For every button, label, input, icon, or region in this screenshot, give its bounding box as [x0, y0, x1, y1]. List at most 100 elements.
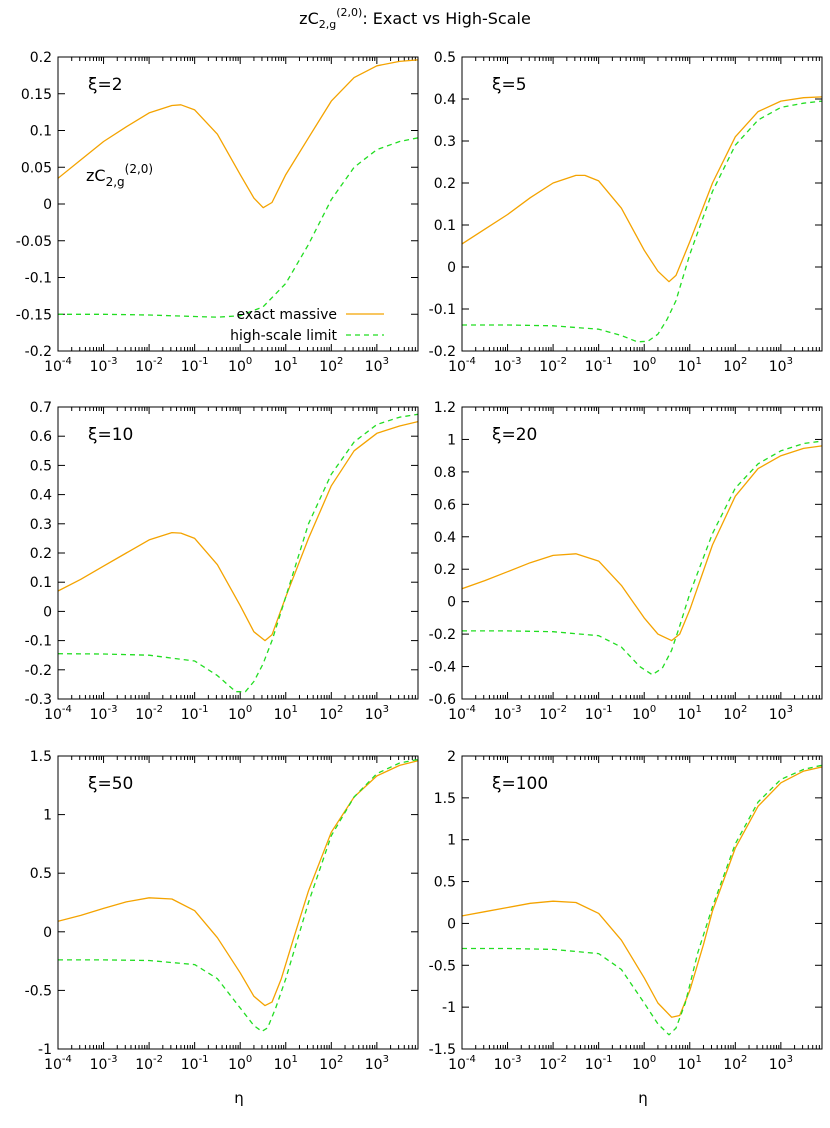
y-tick-label: 0.7 — [30, 400, 52, 416]
y-tick-label: 0.4 — [434, 92, 456, 108]
y-tick-label: -0.5 — [429, 958, 456, 974]
x-tick-label: 10-2 — [135, 704, 163, 723]
x-tick-label: 101 — [678, 704, 702, 723]
high-scale-line — [58, 758, 418, 1033]
x-tick-label: 103 — [365, 704, 389, 723]
y-tick-label: 0.2 — [434, 176, 456, 192]
y-tick-label: 0 — [43, 604, 52, 620]
plot-frame — [57, 406, 419, 700]
exact-line — [462, 445, 822, 642]
x-tick-label: 102 — [723, 704, 747, 723]
x-tick-label: 10-1 — [585, 1054, 613, 1073]
x-tick-label: 10-3 — [90, 356, 118, 375]
x-tick-label: 102 — [723, 1054, 747, 1073]
x-tick-label: 10-1 — [181, 1054, 209, 1073]
panel-5: 1.5 1 0.5 0 -0.5 -110-4 10-3 10-2 10-1 100 101 102 1… — [25, 749, 419, 1073]
x-tick-label: 10-4 — [448, 704, 476, 723]
y-tick-label: 1.5 — [434, 791, 456, 807]
y-tick-label: 0.1 — [30, 575, 52, 591]
y-tick-label: -0.15 — [16, 307, 52, 323]
y-tick-label: 0.5 — [30, 866, 52, 882]
x-tick-label: 10-1 — [181, 704, 209, 723]
y-tick-label: 0.2 — [30, 50, 52, 66]
x-tick-label: 10-1 — [585, 356, 613, 375]
y-tick-label: 0.2 — [30, 546, 52, 562]
x-tick-label: 10-3 — [494, 356, 522, 375]
x-tick-label: 103 — [365, 1054, 389, 1073]
x-tick-label: 102 — [723, 356, 747, 375]
figure-title: zC2,g(2,0): Exact vs High-Scale — [299, 6, 531, 31]
x-tick-label: 10-4 — [44, 704, 72, 723]
y-tick-label: 0.3 — [434, 134, 456, 150]
high-scale-line — [462, 100, 822, 343]
legend: exact massive high-scale limit — [230, 307, 384, 344]
exact-line — [58, 59, 418, 209]
panel-label: ξ=50 — [88, 774, 133, 794]
y-tick-label: -1 — [442, 1000, 456, 1016]
panels: 0.20.150.10.050-0.05-0.1-0.15-0.210-4 10-… — [16, 50, 823, 1073]
y-tick-label: 0 — [447, 595, 456, 611]
x-tick-label: 10-2 — [539, 704, 567, 723]
x-tick-label: 100 — [228, 1054, 252, 1073]
y-tick-label: -0.2 — [25, 344, 52, 360]
y-tick-label: -0.4 — [429, 660, 456, 676]
y-tick-label: 1 — [43, 808, 52, 824]
x-tick-label: 101 — [274, 1054, 298, 1073]
x-tick-label: 101 — [274, 356, 298, 375]
x-axis-label-right: η — [638, 1089, 648, 1107]
y-tick-label: 1 — [447, 432, 456, 448]
panel-label: ξ=20 — [492, 425, 537, 445]
y-tick-label: 0.8 — [434, 465, 456, 481]
high-scale-line — [462, 764, 822, 1036]
x-tick-label: 10-3 — [494, 1054, 522, 1073]
y-tick-label: -0.3 — [25, 692, 52, 708]
panel-2: 0.5 0.4 0.3 0.2 0.1 0 -0.1 -0.210-4 10-3 10-2 10-1… — [429, 50, 823, 375]
x-tick-label: 102 — [319, 704, 343, 723]
y-tick-label: -0.2 — [429, 627, 456, 643]
x-tick-label: 10-1 — [181, 356, 209, 375]
x-tick-label: 100 — [228, 704, 252, 723]
x-tick-label: 10-4 — [44, 356, 72, 375]
plot-frame — [57, 755, 419, 1050]
x-tick-label: 100 — [632, 1054, 656, 1073]
high-scale-line — [58, 137, 418, 318]
y-tick-label: -0.2 — [25, 663, 52, 679]
x-tick-label: 100 — [632, 704, 656, 723]
y-tick-label: 2 — [447, 749, 456, 765]
y-tick-label: 0.5 — [434, 875, 456, 891]
x-tick-label: 100 — [632, 356, 656, 375]
y-tick-label: 0.3 — [30, 517, 52, 533]
x-tick-label: 101 — [678, 1054, 702, 1073]
x-tick-label: 102 — [319, 356, 343, 375]
high-scale-line — [58, 413, 418, 693]
y-tick-label: 1.2 — [434, 400, 456, 416]
y-tick-label: -0.1 — [25, 271, 52, 287]
x-tick-label: 10-3 — [494, 704, 522, 723]
legend-item-high-scale: high-scale limit — [230, 328, 337, 344]
y-tick-label: -1 — [38, 1042, 52, 1058]
y-tick-label: 0.1 — [434, 218, 456, 234]
x-tick-label: 103 — [365, 356, 389, 375]
x-tick-label: 10-4 — [448, 356, 476, 375]
y-tick-label: 0.2 — [434, 562, 456, 578]
legend-item-exact: exact massive — [237, 307, 337, 323]
x-tick-label: 102 — [319, 1054, 343, 1073]
exact-line — [462, 766, 822, 1018]
y-tick-label: 0 — [43, 197, 52, 213]
y-tick-label: 0.4 — [30, 488, 52, 504]
y-tick-label: -0.6 — [429, 692, 456, 708]
y-tick-label: -0.05 — [16, 234, 52, 250]
panel-4: 1.2 1 0.8 0.6 0.4 0.2 0 -0.2 -0.4 -0.610-4 10-3 10-… — [429, 400, 823, 723]
x-tick-label: 10-2 — [135, 356, 163, 375]
x-tick-label: 101 — [678, 356, 702, 375]
y-tick-label: 0.4 — [434, 530, 456, 546]
y-tick-label: 0.1 — [30, 124, 52, 140]
x-tick-label: 103 — [769, 704, 793, 723]
x-axis-label-left: η — [234, 1089, 244, 1107]
x-tick-label: 101 — [274, 704, 298, 723]
x-tick-label: 10-4 — [44, 1054, 72, 1073]
y-tick-label: 0 — [43, 925, 52, 941]
y-tick-label: 0 — [447, 260, 456, 276]
x-tick-label: 10-2 — [135, 1054, 163, 1073]
panel-label: ξ=100 — [492, 774, 548, 794]
